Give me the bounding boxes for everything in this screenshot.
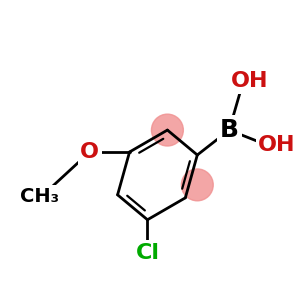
Text: B: B [220,118,239,142]
Text: O: O [80,142,99,162]
Text: OH: OH [231,71,269,91]
Text: OH: OH [258,135,296,155]
Text: CH₃: CH₃ [20,187,59,206]
Text: Cl: Cl [136,243,160,262]
Circle shape [152,114,183,146]
Circle shape [182,169,213,201]
